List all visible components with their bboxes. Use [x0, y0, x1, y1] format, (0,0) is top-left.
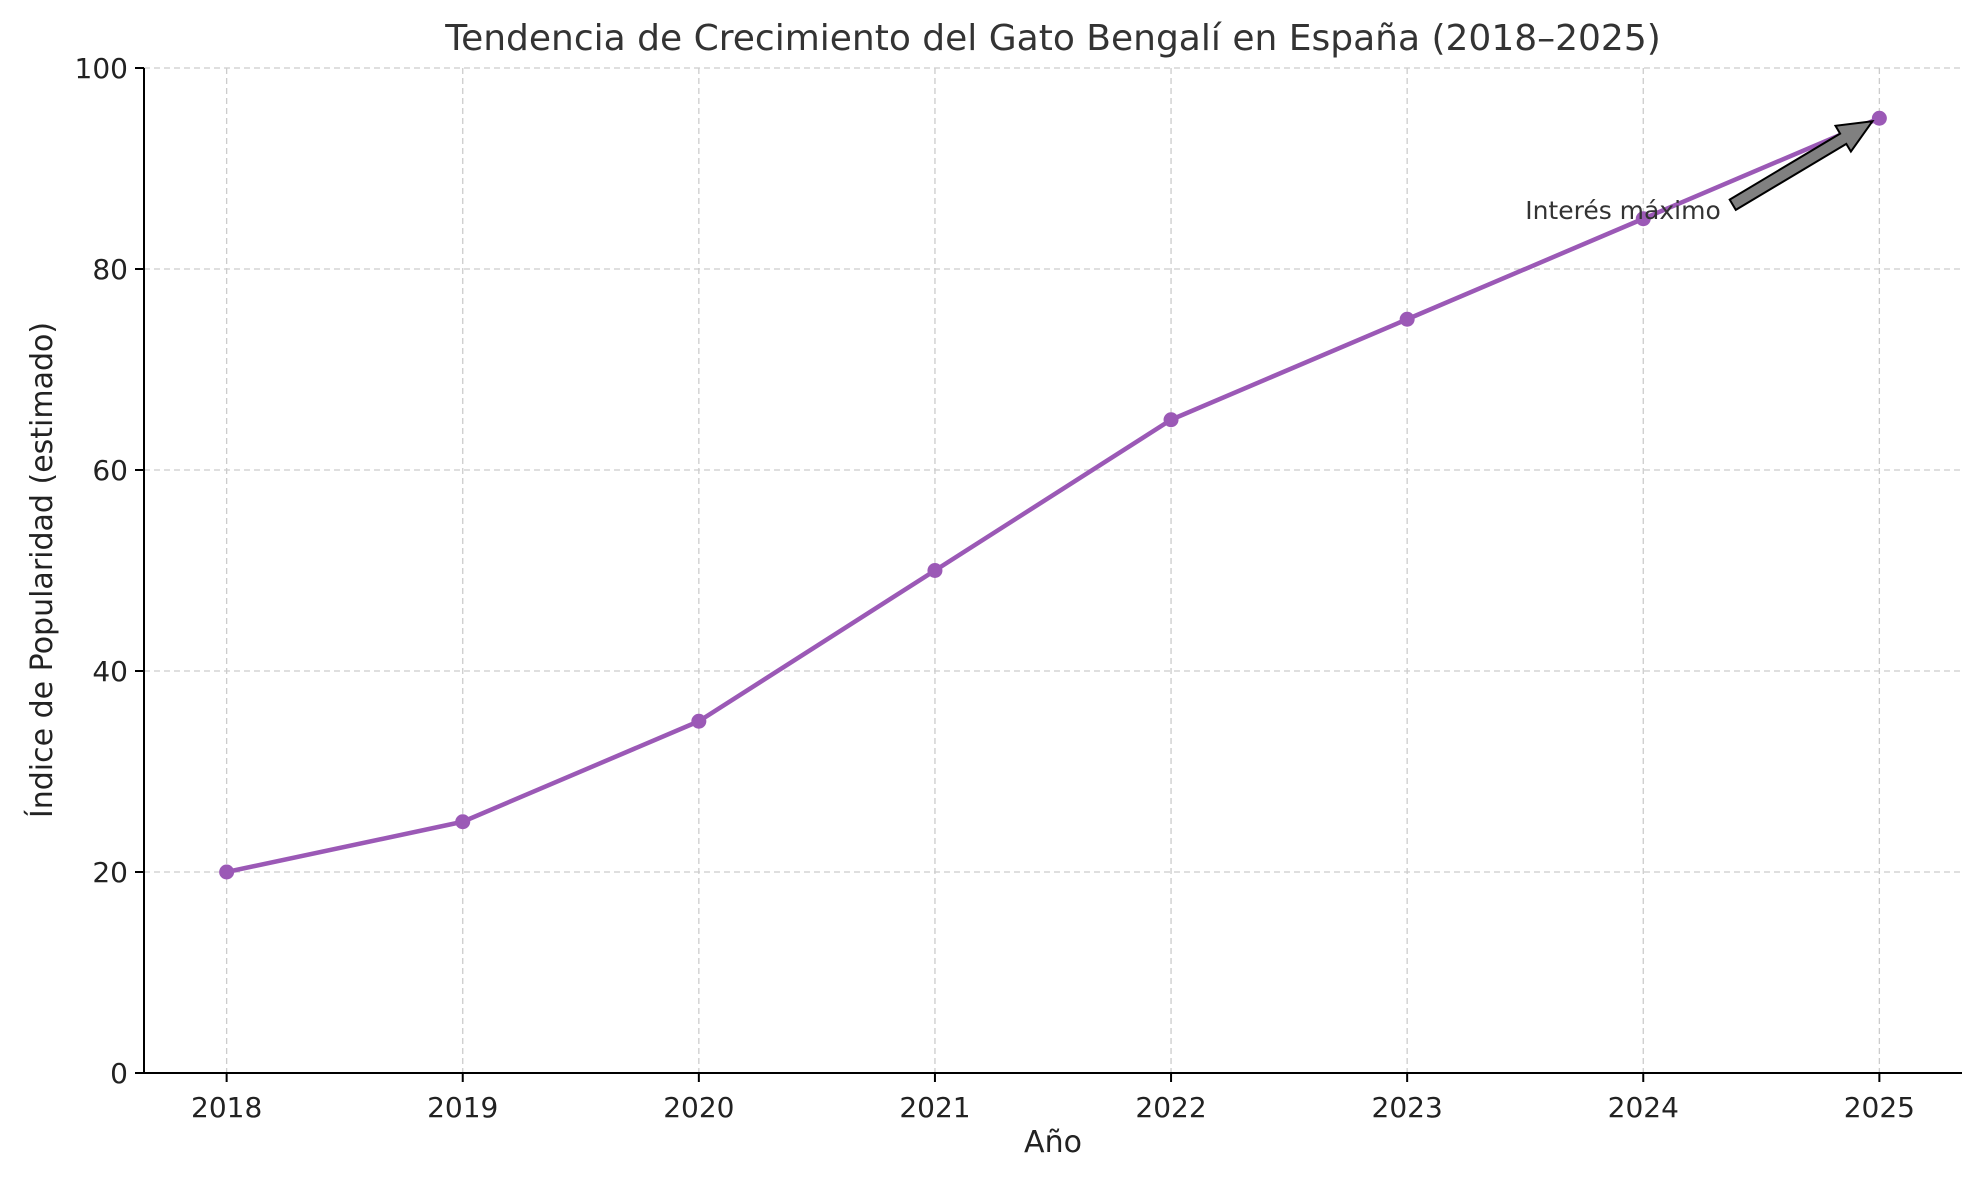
data-point [219, 864, 235, 880]
y-axis-ticks: 0 20 40 60 80 100 [75, 52, 144, 1090]
data-point [1163, 412, 1179, 428]
y-tick-label: 20 [92, 856, 128, 889]
x-tick-label: 2022 [1135, 1091, 1206, 1124]
y-tick-label: 100 [75, 52, 128, 85]
x-axis-ticks: 2018 2019 2020 2021 2022 2023 2024 2025 [191, 1073, 1915, 1124]
y-tick-label: 80 [92, 253, 128, 286]
x-tick-label: 2024 [1608, 1091, 1679, 1124]
data-point [1635, 211, 1651, 227]
y-tick-label: 60 [92, 454, 128, 487]
data-point [927, 563, 943, 578]
y-tick-label: 0 [110, 1057, 128, 1090]
x-tick-label: 2023 [1372, 1091, 1443, 1124]
annotation-arrow [1728, 120, 1875, 212]
annotation-layer: Interés máximo [1525, 120, 1875, 225]
data-point [1871, 110, 1887, 126]
series-line [226, 116, 1881, 875]
x-tick-label: 2018 [191, 1091, 262, 1124]
chart-title: Tendencia de Crecimiento del Gato Bengal… [444, 18, 1661, 59]
x-axis-label: Año [1024, 1125, 1082, 1160]
series-layer [219, 110, 1887, 880]
x-tick-label: 2021 [899, 1091, 970, 1124]
data-point [1399, 311, 1415, 327]
y-tick-label: 40 [92, 655, 128, 688]
annotation-label: Interés máximo [1525, 196, 1721, 225]
x-tick-label: 2025 [1844, 1091, 1915, 1124]
data-point [455, 814, 471, 830]
x-tick-label: 2019 [427, 1091, 498, 1124]
axes-frame [143, 68, 1962, 1074]
x-tick-label: 2020 [663, 1091, 734, 1124]
data-point [691, 713, 707, 729]
y-axis-label: Índice de Popularidad (estimado) [24, 322, 60, 818]
